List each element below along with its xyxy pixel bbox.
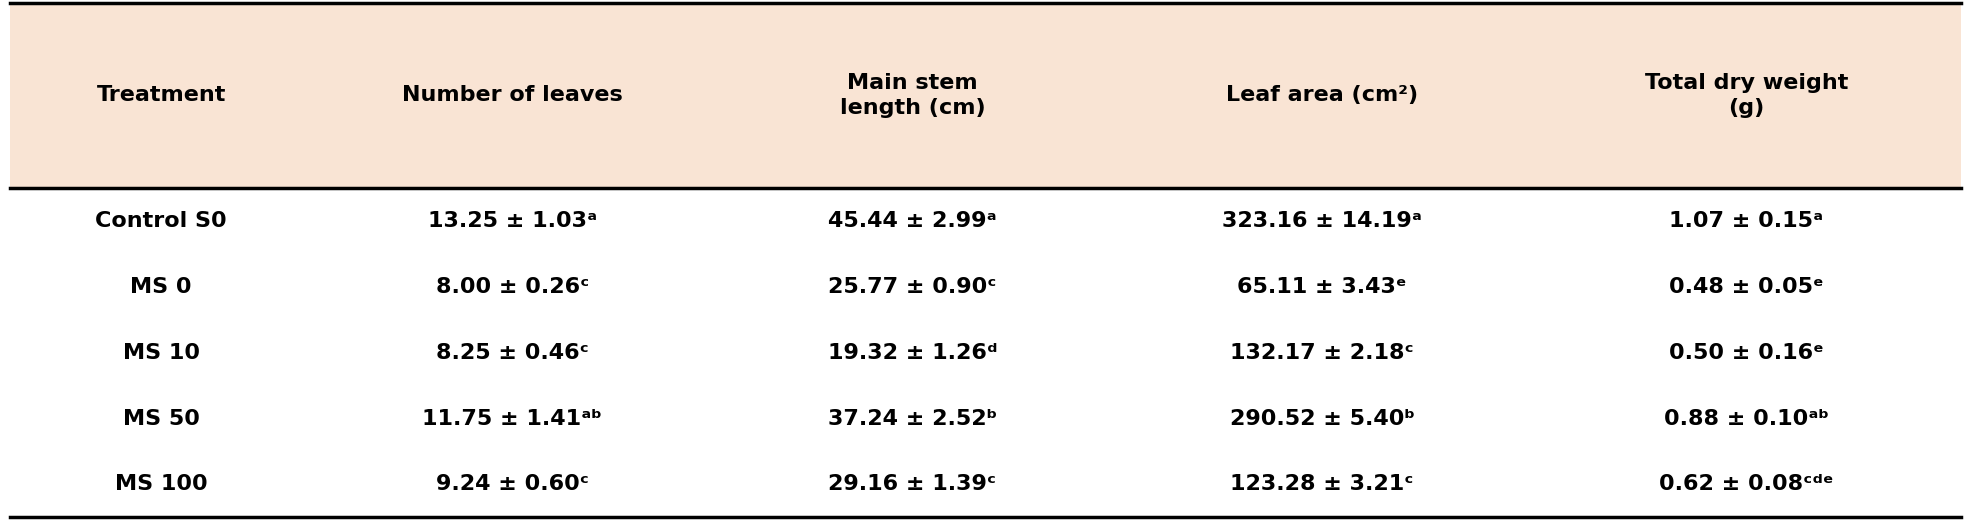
Text: 0.48 ± 0.05ᵉ: 0.48 ± 0.05ᵉ: [1669, 277, 1823, 297]
Text: 45.44 ± 2.99ᵃ: 45.44 ± 2.99ᵃ: [828, 211, 997, 231]
Text: 0.62 ± 0.08ᶜᵈᵉ: 0.62 ± 0.08ᶜᵈᵉ: [1660, 474, 1833, 495]
Text: Main stem
length (cm): Main stem length (cm): [840, 73, 986, 118]
Text: MS 10: MS 10: [122, 343, 199, 362]
Text: MS 100: MS 100: [114, 474, 207, 495]
Bar: [10, 254, 1961, 320]
Bar: [10, 451, 1961, 517]
Text: 0.88 ± 0.10ᵃᵇ: 0.88 ± 0.10ᵃᵇ: [1664, 409, 1829, 428]
Text: 1.07 ± 0.15ᵃ: 1.07 ± 0.15ᵃ: [1669, 211, 1823, 231]
Text: Number of leaves: Number of leaves: [402, 85, 623, 105]
Bar: [10, 320, 1961, 386]
Text: Control S0: Control S0: [95, 211, 227, 231]
Text: 19.32 ± 1.26ᵈ: 19.32 ± 1.26ᵈ: [828, 343, 997, 362]
Text: Treatment: Treatment: [97, 85, 227, 105]
Text: MS 50: MS 50: [122, 409, 199, 428]
Text: 123.28 ± 3.21ᶜ: 123.28 ± 3.21ᶜ: [1230, 474, 1413, 495]
Text: 25.77 ± 0.90ᶜ: 25.77 ± 0.90ᶜ: [828, 277, 997, 297]
Text: 65.11 ± 3.43ᵉ: 65.11 ± 3.43ᵉ: [1238, 277, 1407, 297]
Text: 323.16 ± 14.19ᵃ: 323.16 ± 14.19ᵃ: [1222, 211, 1421, 231]
Text: 11.75 ± 1.41ᵃᵇ: 11.75 ± 1.41ᵃᵇ: [422, 409, 603, 428]
Text: 29.16 ± 1.39ᶜ: 29.16 ± 1.39ᶜ: [828, 474, 995, 495]
Text: 8.25 ± 0.46ᶜ: 8.25 ± 0.46ᶜ: [436, 343, 589, 362]
Text: 13.25 ± 1.03ᵃ: 13.25 ± 1.03ᵃ: [428, 211, 597, 231]
Text: Total dry weight
(g): Total dry weight (g): [1646, 73, 1849, 118]
Text: 8.00 ± 0.26ᶜ: 8.00 ± 0.26ᶜ: [436, 277, 589, 297]
Text: 290.52 ± 5.40ᵇ: 290.52 ± 5.40ᵇ: [1230, 409, 1415, 428]
Text: 37.24 ± 2.52ᵇ: 37.24 ± 2.52ᵇ: [828, 409, 997, 428]
Bar: [10, 3, 1961, 188]
Bar: [10, 386, 1961, 451]
Text: MS 0: MS 0: [130, 277, 191, 297]
Text: 9.24 ± 0.60ᶜ: 9.24 ± 0.60ᶜ: [436, 474, 589, 495]
Text: 0.50 ± 0.16ᵉ: 0.50 ± 0.16ᵉ: [1669, 343, 1823, 362]
Bar: [10, 188, 1961, 254]
Text: 132.17 ± 2.18ᶜ: 132.17 ± 2.18ᶜ: [1230, 343, 1413, 362]
Text: Leaf area (cm²): Leaf area (cm²): [1226, 85, 1419, 105]
